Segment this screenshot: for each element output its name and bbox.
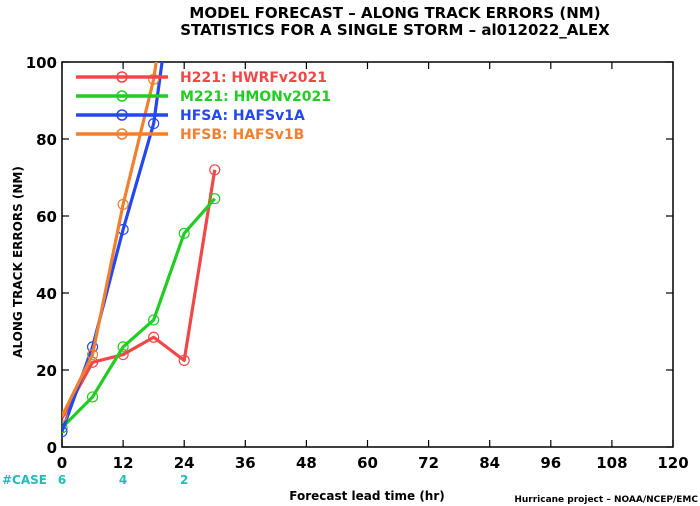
data-point [117, 198, 129, 211]
chart-subtitle: STATISTICS FOR A SINGLE STORM – al012022… [180, 21, 610, 39]
y-tick-label: 20 [36, 362, 57, 380]
case-count: 6 [58, 473, 66, 487]
x-tick-label: 60 [357, 454, 378, 472]
legend-label: H221: HWRFv2021 [180, 70, 327, 86]
chart-title: MODEL FORECAST – ALONG TRACK ERRORS (NM) [189, 4, 600, 22]
data-point [62, 410, 68, 422]
data-point [148, 117, 160, 130]
y-tick-label: 80 [36, 131, 57, 149]
credit-text: Hurricane project – NOAA/NCEP/EMC [514, 495, 698, 505]
data-point [86, 391, 99, 403]
y-tick-label: 100 [26, 54, 57, 72]
data-point [178, 227, 190, 239]
x-tick-label: 36 [235, 454, 256, 472]
case-count: 4 [119, 473, 127, 487]
x-tick-label: 84 [479, 454, 500, 472]
series-line [62, 62, 158, 417]
data-point [209, 193, 221, 205]
x-tick-label: 0 [57, 454, 67, 472]
x-tick-label: 108 [596, 454, 627, 472]
x-tick-label: 120 [657, 454, 688, 472]
x-tick-label: 96 [540, 454, 561, 472]
series-line [62, 169, 217, 419]
case-label: #CASE [2, 473, 47, 487]
data-point [62, 426, 68, 438]
data-point [148, 314, 160, 326]
data-point [209, 164, 221, 176]
data-point [178, 354, 190, 366]
y-tick-label: 0 [47, 439, 57, 457]
data-point [62, 422, 68, 434]
legend-swatch-marker [116, 90, 128, 102]
case-count: 2 [180, 473, 188, 487]
data-point [86, 349, 99, 361]
data-point [117, 341, 129, 353]
y-tick-label: 60 [36, 208, 57, 226]
legend-swatch-marker [116, 128, 128, 140]
data-point [148, 73, 160, 85]
y-axis-label: ALONG TRACK ERRORS (NM) [11, 166, 25, 358]
x-tick-label: 12 [113, 454, 134, 472]
series-layer [62, 62, 221, 438]
legend-swatch-marker [116, 109, 128, 121]
legend-label: HFSA: HAFSv1A [180, 108, 305, 124]
legend-label: M221: HMONv2021 [180, 89, 331, 105]
x-tick-label: 72 [418, 454, 439, 472]
legend-swatch-marker [116, 71, 128, 83]
series-line [62, 197, 216, 429]
data-point [148, 331, 160, 343]
legend-label: HFSB: HAFSv1B [180, 127, 304, 143]
y-tick-label: 40 [36, 285, 57, 303]
x-tick-label: 24 [174, 454, 195, 472]
x-axis-label: Forecast lead time (hr) [289, 489, 445, 503]
x-tick-label: 48 [296, 454, 317, 472]
